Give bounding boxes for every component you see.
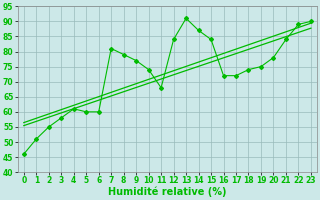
X-axis label: Humidité relative (%): Humidité relative (%) <box>108 187 227 197</box>
